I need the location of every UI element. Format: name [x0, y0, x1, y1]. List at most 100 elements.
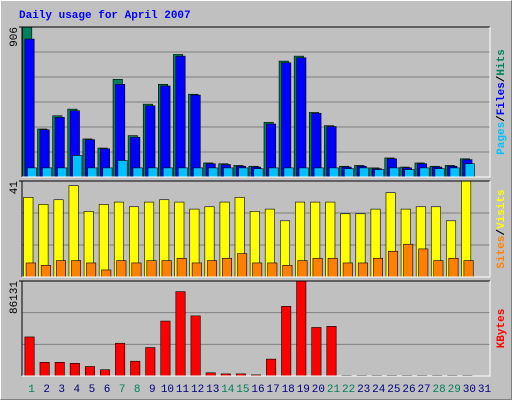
bar [418, 248, 429, 278]
plot-border-light [22, 281, 491, 377]
bar [297, 260, 308, 278]
x-tick-label: 26 [402, 384, 415, 396]
bar [208, 167, 219, 178]
bar [175, 291, 186, 377]
x-tick-label: 11 [176, 384, 190, 396]
bar [388, 250, 399, 278]
bar [448, 257, 459, 278]
bar [253, 168, 264, 178]
bar [313, 167, 324, 178]
bar [101, 269, 112, 278]
bar [191, 262, 202, 278]
legend-entry: Files [496, 82, 508, 115]
bar [281, 305, 292, 377]
bar [160, 320, 171, 377]
legend-separator: / [496, 115, 508, 122]
bar [296, 280, 307, 377]
bar [238, 167, 249, 178]
bar [298, 167, 309, 178]
x-tick-label: 14 [221, 384, 235, 396]
plot-border-light [22, 27, 491, 178]
bar [132, 167, 143, 178]
bar [146, 260, 157, 278]
bar [404, 169, 415, 178]
bar [344, 168, 354, 178]
legend-entry: KBytes [496, 309, 508, 349]
bar [190, 94, 201, 178]
bar [403, 243, 414, 278]
bar [162, 167, 173, 178]
bar [281, 62, 292, 178]
bar [87, 167, 98, 178]
bar [222, 257, 232, 278]
legend-entry: Pages [496, 122, 508, 155]
x-tick-label: 22 [342, 384, 355, 396]
bar [117, 160, 128, 178]
bar [296, 57, 307, 178]
bar [373, 257, 383, 278]
bar [342, 262, 353, 278]
x-tick-label: 2 [43, 384, 50, 396]
bar [25, 262, 36, 278]
x-tick-label: 13 [206, 384, 219, 396]
bar [463, 260, 474, 278]
bar [130, 360, 141, 377]
x-tick-label: 5 [89, 384, 96, 396]
x-tick-label: 8 [134, 384, 141, 396]
x-tick-label: 21 [327, 384, 341, 396]
bar [72, 155, 83, 178]
bar [266, 358, 277, 377]
x-tick-label: 16 [251, 384, 264, 396]
y-tick-label: 41 [9, 181, 21, 195]
bar [42, 167, 53, 178]
chart-title: Daily usage for April 2007 [19, 10, 191, 22]
bar [282, 264, 293, 278]
bar [55, 260, 66, 278]
bar [326, 326, 337, 377]
bar [71, 260, 82, 278]
bar [100, 369, 111, 377]
bar [419, 167, 430, 178]
bar [145, 105, 156, 178]
bar [131, 262, 142, 278]
bar [237, 253, 248, 278]
x-tick-label: 31 [478, 384, 492, 396]
bar [328, 167, 339, 178]
bar [147, 167, 158, 178]
bar [24, 336, 35, 377]
bar [116, 260, 127, 278]
x-tick-label: 18 [282, 384, 295, 396]
bar [177, 167, 188, 178]
bar [389, 167, 400, 178]
x-tick-label: 24 [372, 384, 386, 396]
bar [267, 262, 278, 278]
legend: Pages/Files/Hits [496, 49, 508, 155]
plot-border-light [22, 181, 491, 278]
bar [161, 260, 172, 278]
x-tick-label: 30 [463, 384, 476, 396]
x-tick-label: 12 [191, 384, 204, 396]
plot-area [22, 281, 490, 376]
bar [175, 55, 186, 178]
x-tick-label: 1 [28, 384, 35, 396]
legend-entry: Sites [496, 236, 508, 269]
bar [283, 167, 294, 178]
bar [357, 262, 368, 278]
x-tick-label: 28 [433, 384, 446, 396]
x-tick-label: 23 [357, 384, 370, 396]
bar [206, 260, 217, 278]
legend: KBytes [496, 309, 508, 349]
bar [69, 363, 80, 377]
legend-entry: Hits [496, 49, 508, 75]
bar [434, 168, 445, 178]
legend-entry: Visits [496, 189, 508, 229]
bar [223, 167, 234, 178]
bar [40, 264, 51, 278]
legend-separator: / [496, 229, 508, 236]
bar [433, 260, 444, 278]
bar [311, 327, 322, 377]
x-tick-label: 10 [161, 384, 174, 396]
bar [359, 167, 370, 178]
